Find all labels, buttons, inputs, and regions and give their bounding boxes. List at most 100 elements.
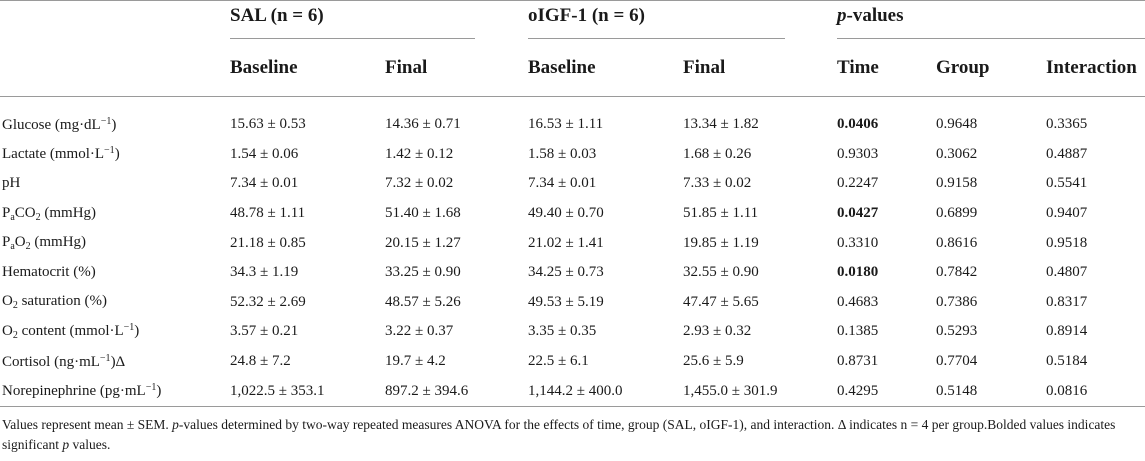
oigf1-baseline-cell: 21.02 ± 1.41 (528, 234, 604, 251)
interaction-pvalue-cell: 0.9407 (1046, 205, 1088, 222)
row-label-subscript: a (10, 211, 15, 223)
group-pvalue-cell: 0.9648 (936, 116, 978, 133)
time-pvalue: 0.1385 (837, 323, 879, 340)
interaction-pvalue-cell: 0.3365 (1046, 116, 1088, 133)
col-header-sal-final: Final (385, 57, 428, 78)
interaction-pvalue-cell: 0.0816 (1046, 382, 1088, 399)
sal-baseline-cell: 1,022.5 ± 353.1 (230, 382, 325, 399)
oigf1-baseline-cell: 1,144.2 ± 400.0 (528, 382, 623, 399)
row-label-superscript: −1 (123, 322, 135, 334)
time-pvalue-cell: 0.0180 (837, 258, 936, 288)
data-table: Glucose (mg·dL−1) 15.63 ± 0.53 14.36 ± 0.7… (0, 110, 1145, 406)
row-label-text: O (2, 293, 13, 310)
col-header-group: Group (936, 57, 990, 78)
interaction-pvalue-cell: 0.4887 (1046, 145, 1088, 162)
row-label-subscript: 2 (12, 330, 18, 342)
p-italic: p (837, 5, 847, 26)
oigf1-baseline-cell: 7.34 ± 0.01 (528, 175, 597, 192)
oigf1-baseline-cell: 49.40 ± 0.70 (528, 205, 604, 222)
sal-final-cell: 897.2 ± 394.6 (385, 382, 469, 399)
interaction-pvalue-cell: 0.9518 (1046, 234, 1088, 251)
group-pvalue-cell: 0.7386 (936, 293, 978, 310)
time-pvalue: 0.0427 (837, 205, 879, 222)
table-row: Glucose (mg·dL−1) 15.63 ± 0.53 14.36 ± 0.7… (0, 110, 1145, 140)
row-label-suffix: saturation (%) (17, 293, 107, 310)
col-header-interaction: Interaction (1046, 57, 1137, 78)
row-label-suffix: (mmHg) (30, 234, 87, 251)
row-label-text: Norepinephrine (pg·mL (2, 383, 146, 400)
row-label-superscript: −1 (104, 145, 115, 157)
time-pvalue-cell: 0.8731 (837, 347, 936, 377)
row-label: Glucose (mg·dL−1) (0, 110, 230, 140)
sal-final-cell: 19.7 ± 4.2 (385, 353, 446, 370)
table-row: PaCO2 (mmHg) 48.78 ± 1.11 51.40 ± 1.68 49.4… (0, 199, 1145, 229)
sal-final-cell: 3.22 ± 0.37 (385, 323, 454, 340)
interaction-pvalue-cell: 0.5541 (1046, 175, 1088, 192)
time-pvalue: 0.0406 (837, 116, 879, 133)
time-pvalue: 0.2247 (837, 175, 879, 192)
sal-final-cell: 1.42 ± 0.12 (385, 145, 454, 162)
sal-final-cell: 48.57 ± 5.26 (385, 293, 461, 310)
sal-baseline-cell: 52.32 ± 2.69 (230, 293, 306, 310)
row-label: O2 content (mmol·L−1) (0, 317, 230, 347)
footnote-part3: values. (69, 437, 111, 452)
row-label-suffix: ) (114, 146, 120, 163)
row-label-text: Cortisol (ng·mL (2, 353, 100, 370)
table-top-rule (0, 0, 1145, 1)
row-label-suffix: ) (134, 323, 140, 340)
row-label: pH (0, 169, 230, 199)
p-suffix: -values (846, 5, 904, 26)
row-label-superscript: −1 (99, 352, 111, 364)
table-row: pH 7.34 ± 0.01 7.32 ± 0.02 7.34 ± 0.01 7.33 … (0, 169, 1145, 199)
time-pvalue-cell: 0.4295 (837, 376, 936, 406)
interaction-pvalue-cell: 0.5184 (1046, 353, 1088, 370)
oigf1-baseline-cell: 3.35 ± 0.35 (528, 323, 597, 340)
group-pvalue-cell: 0.3062 (936, 145, 978, 162)
row-label-text-2: content (mmol·L (17, 323, 124, 340)
group-pvalue-cell: 0.9158 (936, 175, 978, 192)
oigf1-final-cell: 13.34 ± 1.82 (683, 116, 759, 133)
interaction-pvalue-cell: 0.8317 (1046, 293, 1088, 310)
group-pvalue-cell: 0.8616 (936, 234, 978, 251)
group-pvalue-cell: 0.6899 (936, 205, 978, 222)
footnote-p-italic-2: p (62, 437, 70, 452)
time-pvalue-cell: 0.0427 (837, 199, 936, 229)
oigf1-group-rule (528, 38, 785, 39)
row-label-text: P (2, 204, 11, 221)
row-label-suffix: ) (156, 383, 162, 400)
table-footnote: Values represent mean ± SEM. p-values de… (2, 415, 1142, 455)
group-pvalue-cell: 0.7704 (936, 353, 978, 370)
sal-baseline-cell: 24.8 ± 7.2 (230, 353, 291, 370)
footnote-part1: Values represent mean ± SEM. (2, 417, 173, 432)
oigf1-final-cell: 51.85 ± 1.11 (683, 205, 759, 222)
time-pvalue: 0.4295 (837, 382, 879, 399)
row-label-subscript-2: 2 (35, 211, 41, 223)
sal-baseline-cell: 3.57 ± 0.21 (230, 323, 299, 340)
oigf1-final-cell: 2.93 ± 0.32 (683, 323, 752, 340)
sal-baseline-cell: 7.34 ± 0.01 (230, 175, 299, 192)
time-pvalue: 0.4683 (837, 293, 879, 310)
sal-group-rule (230, 38, 475, 39)
table-row: Norepinephrine (pg·mL−1) 1,022.5 ± 353.1 8… (0, 376, 1145, 406)
sal-final-cell: 33.25 ± 0.90 (385, 264, 461, 281)
sal-final-cell: 20.15 ± 1.27 (385, 234, 461, 251)
table-row: O2 content (mmol·L−1) 3.57 ± 0.21 3.22 ± 0… (0, 317, 1145, 347)
row-label-text: pH (2, 175, 21, 192)
row-label-subscript: a (10, 241, 15, 253)
col-header-oigf1-final: Final (683, 57, 726, 78)
time-pvalue-cell: 0.9303 (837, 140, 936, 170)
oigf1-baseline-cell: 49.53 ± 5.19 (528, 293, 604, 310)
row-label: Lactate (mmol·L−1) (0, 140, 230, 170)
sal-baseline-cell: 34.3 ± 1.19 (230, 264, 299, 281)
time-pvalue: 0.0180 (837, 264, 879, 281)
table-row: Cortisol (ng·mL−1)Δ 24.8 ± 7.2 19.7 ± 4.2 2… (0, 347, 1145, 377)
group-pvalue-cell: 0.7842 (936, 264, 978, 281)
header-bottom-rule (0, 96, 1145, 97)
row-label-superscript: −1 (145, 382, 157, 394)
time-pvalue-cell: 0.4683 (837, 288, 936, 318)
sal-baseline-cell: 21.18 ± 0.85 (230, 234, 306, 251)
group-header-pvalues: p-values (837, 5, 904, 27)
time-pvalue-cell: 0.0406 (837, 110, 936, 140)
row-label-suffix: )Δ (110, 353, 126, 370)
